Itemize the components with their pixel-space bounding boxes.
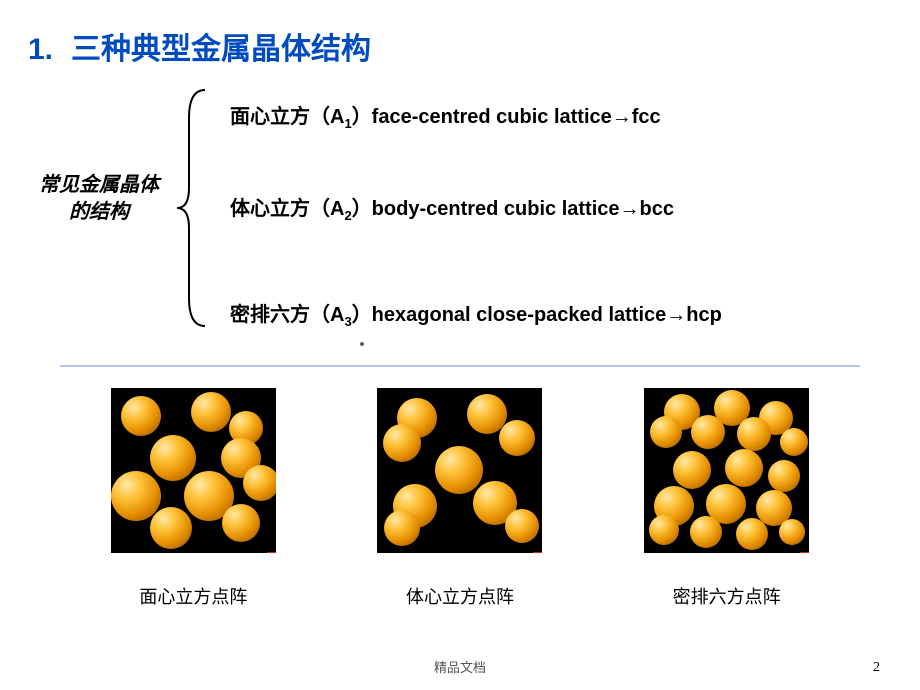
figure-fcc: 面心立方点阵	[111, 388, 276, 609]
item1-prefix: 面心立方（A	[230, 106, 344, 128]
bullet-dot-icon	[360, 342, 364, 346]
structure-item-fcc: 面心立方（A1）face-centred cubic lattice→fcc	[230, 100, 661, 131]
red-corner-tag	[533, 552, 542, 553]
red-corner-tag	[800, 552, 809, 553]
fcc-crystal-image	[111, 388, 276, 553]
figure-hcp: 密排六方点阵	[644, 388, 809, 609]
item3-sub: 3	[344, 314, 351, 329]
side-label-line2: 的结构	[24, 199, 174, 226]
figures-row: 面心立方点阵 体心立方点阵 密排六方点阵	[60, 388, 860, 609]
item3-suffix: ）hexagonal close-packed lattice→hcp	[352, 304, 722, 326]
item1-suffix: ）face-centred cubic lattice→fcc	[352, 106, 661, 128]
item3-prefix: 密排六方（A	[230, 304, 344, 326]
side-label-line1: 常见金属晶体	[24, 172, 174, 199]
section-divider	[60, 365, 860, 367]
structure-item-hcp: 密排六方（A3）hexagonal close-packed lattice→h…	[230, 298, 722, 329]
hcp-caption: 密排六方点阵	[673, 583, 781, 609]
side-label: 常见金属晶体 的结构	[24, 172, 174, 226]
fcc-caption: 面心立方点阵	[139, 583, 247, 609]
bcc-crystal-image	[377, 388, 542, 553]
item2-prefix: 体心立方（A	[230, 198, 344, 220]
hcp-crystal-image	[644, 388, 809, 553]
structure-item-bcc: 体心立方（A2）body-centred cubic lattice→bcc	[230, 192, 674, 223]
curly-brace-icon	[175, 88, 211, 328]
item2-sub: 2	[344, 208, 351, 223]
item2-suffix: ）body-centred cubic lattice→bcc	[352, 198, 674, 220]
title-text: 三种典型金属晶体结构	[71, 33, 371, 66]
slide-title: 1. 三种典型金属晶体结构	[28, 24, 371, 68]
figure-bcc: 体心立方点阵	[377, 388, 542, 609]
page-number: 2	[873, 660, 880, 676]
footer-text: 精品文档	[434, 657, 486, 676]
bcc-caption: 体心立方点阵	[406, 583, 514, 609]
title-number: 1.	[28, 33, 53, 66]
item1-sub: 1	[344, 116, 351, 131]
red-corner-tag	[267, 552, 276, 553]
